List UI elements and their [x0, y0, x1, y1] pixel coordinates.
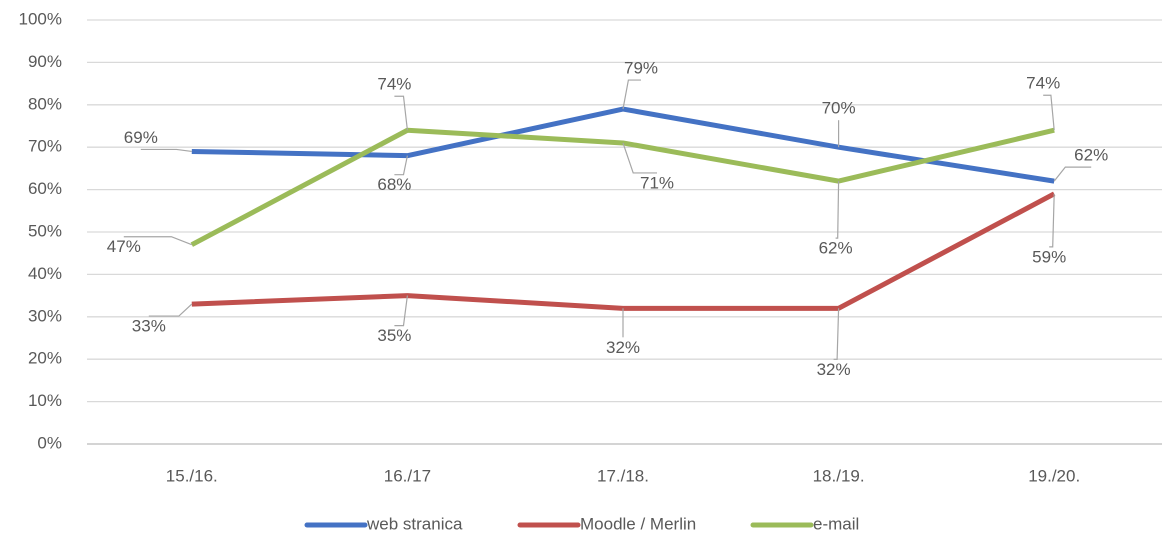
leader-line	[835, 181, 840, 239]
data-label: 79%	[624, 59, 658, 78]
data-label: 32%	[817, 360, 851, 379]
data-label: 59%	[1032, 247, 1066, 266]
x-tick-label: 18./19.	[813, 466, 865, 485]
y-tick-label: 50%	[28, 221, 62, 240]
leader-line	[394, 295, 408, 327]
leader-line	[833, 308, 840, 360]
y-tick-label: 80%	[28, 94, 62, 113]
leader-line	[1043, 94, 1055, 131]
data-label: 74%	[1026, 74, 1060, 93]
y-tick-label: 10%	[28, 391, 62, 410]
data-label: 33%	[132, 317, 166, 336]
leader-line	[148, 303, 193, 317]
legend-label: e-mail	[813, 514, 859, 533]
data-label: 74%	[377, 75, 411, 94]
x-tick-label: 15./16.	[166, 466, 218, 485]
x-tick-label: 17./18.	[597, 466, 649, 485]
leader-line	[140, 148, 192, 153]
leader-line	[1049, 193, 1055, 248]
data-label: 32%	[606, 338, 640, 357]
data-label: 62%	[819, 239, 853, 258]
x-tick-label: 16./17	[384, 466, 431, 485]
data-label: 70%	[822, 99, 856, 118]
series-line	[191, 191, 1056, 311]
data-label: 68%	[377, 175, 411, 194]
y-tick-label: 100%	[19, 9, 62, 28]
leader-line	[622, 79, 641, 110]
leader-line	[394, 95, 408, 131]
y-tick-label: 0%	[37, 433, 62, 452]
leader-line	[1053, 166, 1092, 182]
y-tick-label: 60%	[28, 179, 62, 198]
leader-line	[622, 142, 657, 174]
y-tick-label: 40%	[28, 264, 62, 283]
y-tick-label: 20%	[28, 349, 62, 368]
data-label: 47%	[107, 237, 141, 256]
data-label: 62%	[1074, 146, 1108, 165]
data-label: 71%	[640, 173, 674, 192]
y-tick-label: 70%	[28, 137, 62, 156]
legend-label: Moodle / Merlin	[580, 514, 696, 533]
leader-line	[123, 236, 193, 246]
data-label: 35%	[377, 326, 411, 345]
x-tick-label: 19./20.	[1028, 466, 1080, 485]
data-label: 69%	[124, 128, 158, 147]
leader-line	[394, 155, 408, 176]
y-tick-label: 30%	[28, 306, 62, 325]
y-tick-label: 90%	[28, 52, 62, 71]
legend-label: web stranica	[366, 514, 463, 533]
